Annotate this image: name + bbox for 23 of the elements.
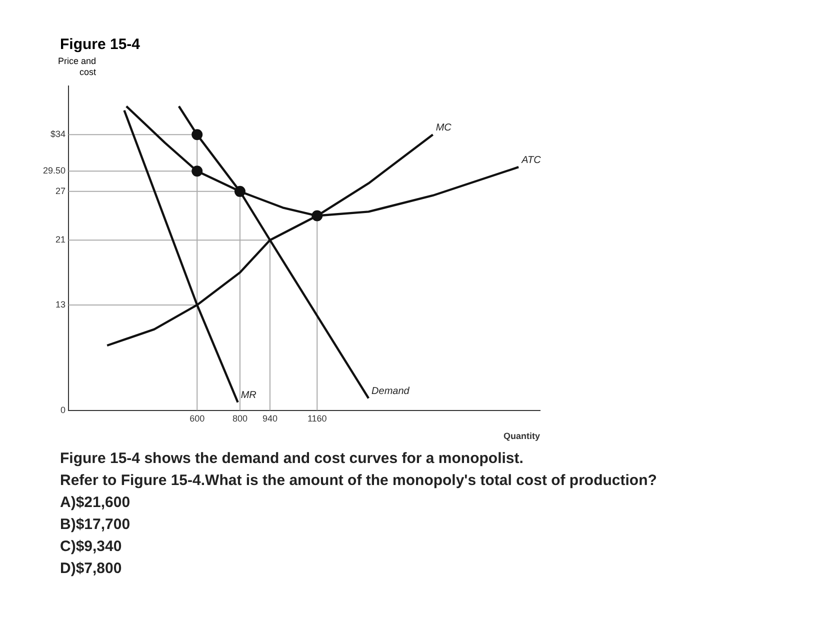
text: A)$21,600 (60, 493, 132, 513)
y-tick-label: $34 (50, 129, 66, 140)
y-axis-title: Price and cost (56, 56, 96, 78)
text: B)$17,700 (60, 515, 132, 535)
x-tick-label: 940 (262, 413, 278, 424)
series-label: Demand (372, 386, 410, 398)
series-label: MC (436, 122, 452, 134)
x-tick-label: 1160 (307, 413, 327, 424)
y-tick-label: 29.50 (42, 166, 66, 176)
x-tick-label: 800 (232, 413, 248, 424)
y-tick-label: 0 (60, 404, 66, 415)
text: C)$9,340 (60, 537, 123, 557)
y-tick-label: 21 (56, 234, 66, 245)
series-label: ATC (520, 154, 542, 166)
y-tick-label: 13 (56, 299, 66, 310)
series-label: MR (240, 390, 256, 402)
caption: Figure 15-4 shows the demand and cost curves for a monopolist. (60, 449, 524, 469)
text: Refer to Figure 15-4.What is the amount of the monopoly's total cost of production? (60, 471, 657, 491)
text: D)$7,800 (60, 559, 123, 579)
x-axis-title: Quantity (503, 431, 540, 442)
chart-title: Figure 15-4 (60, 36, 140, 53)
x-tick-label: 600 (190, 413, 205, 424)
y-tick-label: 27 (56, 186, 66, 196)
